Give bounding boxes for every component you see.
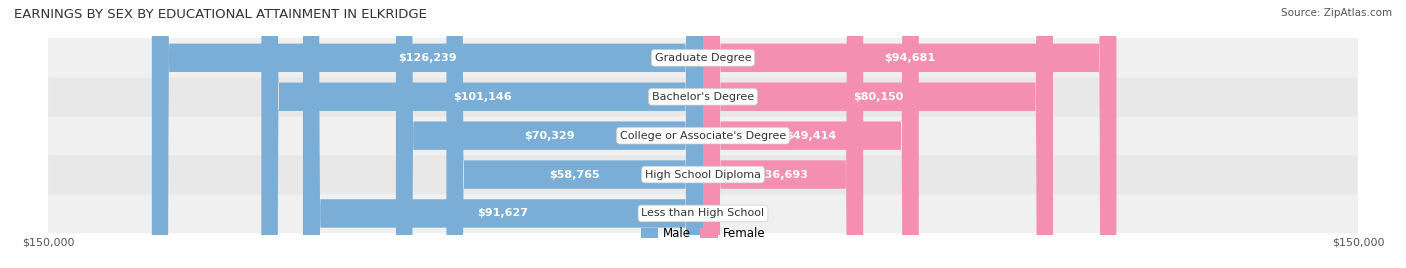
Text: $126,239: $126,239 <box>398 53 457 63</box>
Legend: Male, Female: Male, Female <box>636 222 770 245</box>
Text: High School Diploma: High School Diploma <box>645 170 761 180</box>
Text: $70,329: $70,329 <box>524 131 575 141</box>
FancyBboxPatch shape <box>152 0 703 268</box>
Text: $91,627: $91,627 <box>478 209 529 218</box>
Text: $80,150: $80,150 <box>853 92 903 102</box>
Text: Source: ZipAtlas.com: Source: ZipAtlas.com <box>1281 8 1392 18</box>
Text: $49,414: $49,414 <box>786 131 837 141</box>
Text: $94,681: $94,681 <box>884 53 935 63</box>
Text: Graduate Degree: Graduate Degree <box>655 53 751 63</box>
Text: $0: $0 <box>738 209 754 218</box>
FancyBboxPatch shape <box>703 0 918 268</box>
FancyBboxPatch shape <box>48 38 1358 78</box>
FancyBboxPatch shape <box>48 155 1358 194</box>
Text: $101,146: $101,146 <box>453 92 512 102</box>
FancyBboxPatch shape <box>262 0 703 268</box>
FancyBboxPatch shape <box>48 77 1358 117</box>
FancyBboxPatch shape <box>703 0 1053 268</box>
Text: College or Associate's Degree: College or Associate's Degree <box>620 131 786 141</box>
FancyBboxPatch shape <box>302 0 703 268</box>
FancyBboxPatch shape <box>703 0 1116 268</box>
Text: $36,693: $36,693 <box>758 170 808 180</box>
FancyBboxPatch shape <box>703 0 863 268</box>
Text: EARNINGS BY SEX BY EDUCATIONAL ATTAINMENT IN ELKRIDGE: EARNINGS BY SEX BY EDUCATIONAL ATTAINMEN… <box>14 8 427 21</box>
Text: Bachelor's Degree: Bachelor's Degree <box>652 92 754 102</box>
FancyBboxPatch shape <box>48 193 1358 233</box>
FancyBboxPatch shape <box>396 0 703 268</box>
Text: Less than High School: Less than High School <box>641 209 765 218</box>
Text: $58,765: $58,765 <box>550 170 600 180</box>
FancyBboxPatch shape <box>447 0 703 268</box>
FancyBboxPatch shape <box>48 116 1358 155</box>
